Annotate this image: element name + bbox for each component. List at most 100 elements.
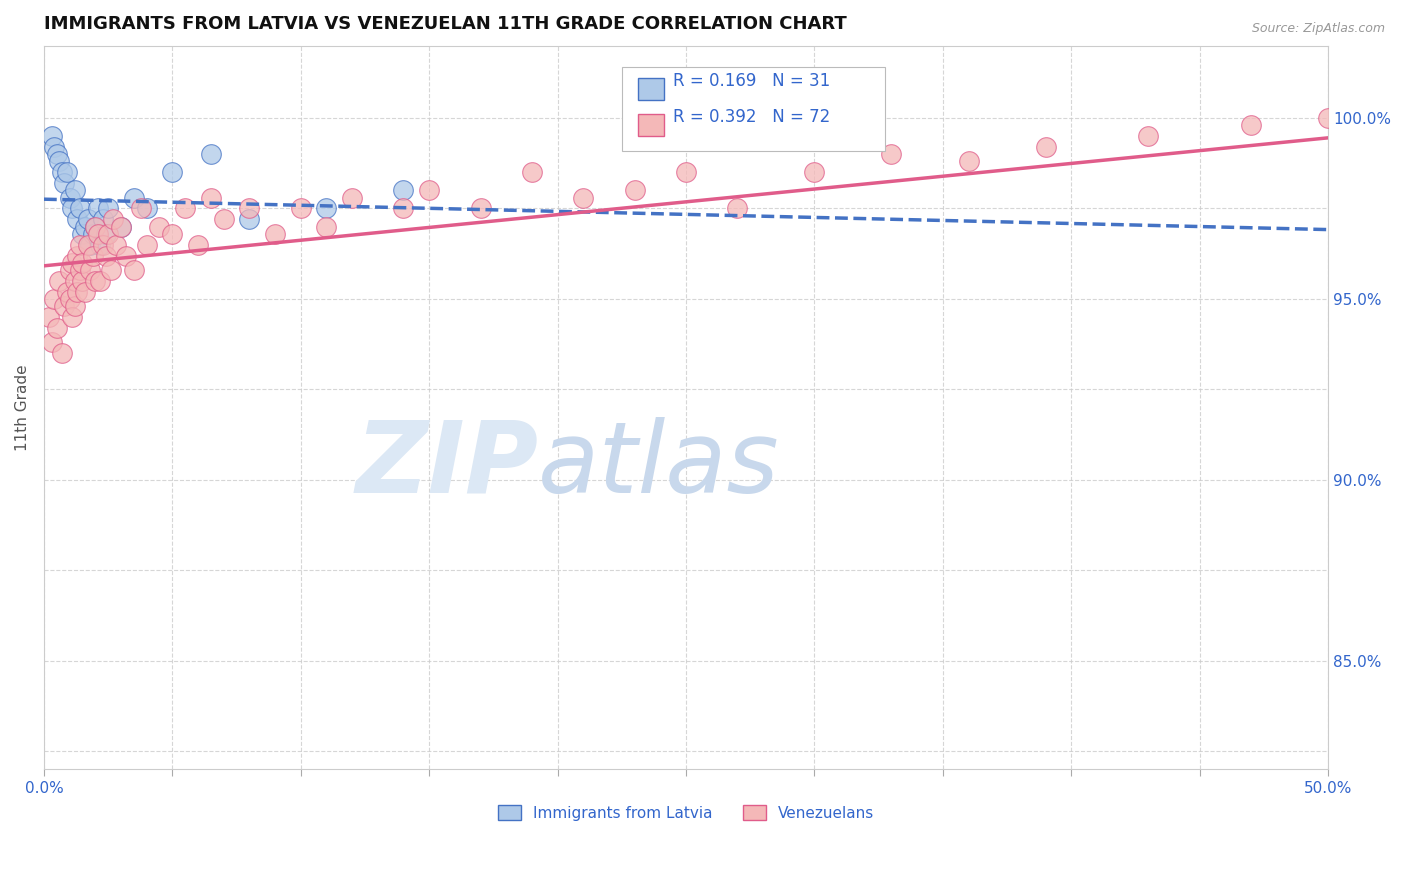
- Point: [675, 165, 697, 179]
- Point: [392, 183, 415, 197]
- Point: [418, 183, 440, 197]
- Point: [340, 191, 363, 205]
- Point: [82, 227, 104, 241]
- Point: [79, 263, 101, 277]
- Point: [1368, 165, 1391, 179]
- Text: Source: ZipAtlas.com: Source: ZipAtlas.com: [1251, 22, 1385, 36]
- Point: [84, 219, 107, 234]
- Point: [58, 263, 80, 277]
- Point: [72, 227, 94, 241]
- Point: [238, 212, 260, 227]
- Point: [957, 154, 980, 169]
- FancyBboxPatch shape: [621, 68, 884, 151]
- Point: [82, 248, 104, 262]
- Point: [79, 237, 101, 252]
- Point: [162, 227, 184, 241]
- Point: [56, 165, 79, 179]
- Point: [72, 256, 94, 270]
- Point: [69, 202, 91, 216]
- Text: IMMIGRANTS FROM LATVIA VS VENEZUELAN 11TH GRADE CORRELATION CHART: IMMIGRANTS FROM LATVIA VS VENEZUELAN 11T…: [44, 15, 846, 33]
- Point: [89, 237, 111, 252]
- Point: [60, 256, 83, 270]
- Point: [56, 285, 79, 299]
- Bar: [638, 114, 664, 136]
- Point: [623, 183, 645, 197]
- Point: [48, 274, 70, 288]
- Point: [212, 212, 235, 227]
- Point: [1317, 111, 1340, 125]
- Point: [73, 285, 96, 299]
- Point: [94, 227, 117, 241]
- Point: [200, 147, 222, 161]
- Point: [87, 227, 110, 241]
- Point: [104, 237, 127, 252]
- Point: [110, 219, 132, 234]
- Point: [41, 335, 63, 350]
- Point: [63, 183, 86, 197]
- Point: [174, 202, 197, 216]
- Point: [44, 140, 66, 154]
- Point: [187, 237, 209, 252]
- Point: [45, 147, 67, 161]
- Point: [66, 285, 89, 299]
- Text: atlas: atlas: [538, 417, 780, 514]
- Legend: Immigrants from Latvia, Venezuelans: Immigrants from Latvia, Venezuelans: [492, 798, 880, 827]
- Point: [200, 191, 222, 205]
- Point: [45, 321, 67, 335]
- Point: [162, 165, 184, 179]
- Point: [238, 202, 260, 216]
- Point: [53, 176, 76, 190]
- Point: [97, 227, 120, 241]
- Text: R = 0.392   N = 72: R = 0.392 N = 72: [673, 108, 831, 127]
- Point: [131, 202, 153, 216]
- Point: [725, 202, 748, 216]
- Point: [315, 202, 337, 216]
- Point: [60, 310, 83, 324]
- Text: R = 0.169   N = 31: R = 0.169 N = 31: [673, 72, 831, 90]
- Point: [1137, 129, 1160, 144]
- Point: [89, 274, 111, 288]
- Point: [58, 191, 80, 205]
- Point: [290, 202, 312, 216]
- Point: [69, 237, 91, 252]
- Point: [41, 129, 63, 144]
- Point: [1035, 140, 1057, 154]
- Point: [60, 202, 83, 216]
- Point: [572, 191, 595, 205]
- Point: [91, 212, 114, 227]
- Point: [38, 310, 60, 324]
- Point: [122, 263, 145, 277]
- Point: [63, 299, 86, 313]
- Point: [63, 274, 86, 288]
- Point: [470, 202, 492, 216]
- Point: [392, 202, 415, 216]
- Point: [72, 274, 94, 288]
- Point: [87, 202, 110, 216]
- Point: [94, 248, 117, 262]
- Point: [73, 219, 96, 234]
- Point: [53, 299, 76, 313]
- Point: [76, 212, 98, 227]
- Point: [100, 263, 122, 277]
- Point: [103, 212, 125, 227]
- Point: [520, 165, 543, 179]
- Point: [122, 191, 145, 205]
- Point: [66, 212, 89, 227]
- Point: [84, 274, 107, 288]
- Point: [66, 248, 89, 262]
- Point: [135, 237, 157, 252]
- Point: [110, 219, 132, 234]
- Text: ZIP: ZIP: [356, 417, 538, 514]
- Point: [115, 248, 138, 262]
- Point: [880, 147, 903, 161]
- Point: [48, 154, 70, 169]
- Point: [803, 165, 825, 179]
- Point: [315, 219, 337, 234]
- Y-axis label: 11th Grade: 11th Grade: [15, 364, 30, 450]
- Point: [58, 292, 80, 306]
- Point: [69, 263, 91, 277]
- Point: [51, 346, 73, 360]
- Point: [91, 237, 114, 252]
- Point: [76, 237, 98, 252]
- Point: [51, 165, 73, 179]
